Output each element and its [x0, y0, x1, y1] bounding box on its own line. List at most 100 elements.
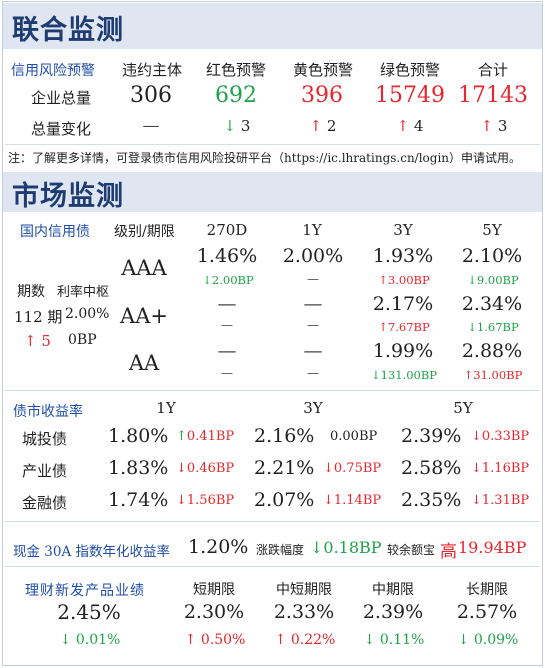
wealth-overall-value: 2.45% [57, 600, 121, 624]
aa-3y-value: 1.99% [372, 340, 434, 362]
aaa-3y-value: 1.93% [372, 245, 434, 267]
col-red-warning: 红色预警 [205, 61, 267, 79]
yield-tenor-1y: 1Y [156, 399, 176, 417]
wealth-short-mid-change: 0.22% [275, 632, 336, 648]
arrow-up-icon [275, 632, 287, 648]
tenor-3y: 3Y [393, 221, 413, 239]
wealth-product-label: 理财新发产品业绩 [25, 583, 145, 599]
change-total: 3 [481, 117, 508, 135]
arrow-up-icon [176, 429, 187, 444]
arrow-up-icon [464, 368, 474, 382]
yield-3y-change: 0.75BP [323, 461, 381, 476]
arrow-down-icon [224, 117, 237, 135]
arrow-up-icon [481, 117, 494, 135]
divider [5, 390, 540, 391]
section-header-band [3, 3, 542, 49]
yield-1y-change: 0.41BP [176, 429, 234, 444]
divider [5, 521, 540, 522]
wealth-overall-change: 0.01% [60, 632, 121, 648]
arrow-down-icon [364, 632, 376, 648]
yield-1y-value: 1.80% [108, 425, 169, 447]
rate-center-value: 2.00% [65, 306, 110, 322]
arrow-down-icon [60, 632, 72, 648]
yield-1y-change: 0.46BP [176, 461, 234, 476]
divider [5, 144, 540, 145]
aa-1y-value: — [303, 340, 323, 362]
yield-5y-value: 2.39% [401, 425, 462, 447]
wealth-short-change: 0.50% [185, 632, 246, 648]
aaplus-5y-change: 1.67BP [467, 320, 518, 334]
yield-5y-change: 1.16BP [471, 461, 529, 476]
compare-word: 高 [440, 542, 457, 562]
arrow-down-icon [310, 538, 323, 557]
arrow-up-icon [378, 320, 388, 334]
issue-count-change: 5 [24, 332, 51, 350]
aaplus-3y-value: 2.17% [372, 293, 434, 315]
cash-change-label: 涨跌幅度 [256, 543, 305, 557]
yield-row-name: 产业债 [22, 462, 68, 480]
domestic-credit-bond-label: 国内信用债 [20, 224, 90, 240]
issue-count-label: 期数 [17, 284, 45, 300]
total-yellow: 396 [301, 83, 343, 108]
term-short-mid: 中短期限 [276, 582, 332, 598]
yield-3y-value: 2.07% [254, 489, 315, 511]
wealth-mid-change: 0.11% [364, 632, 425, 648]
change-default: — [142, 116, 160, 136]
aaa-1y-change: — [307, 272, 319, 286]
total-all: 17143 [458, 83, 528, 108]
wealth-long-value: 2.57% [456, 601, 518, 623]
yield-tenor-5y: 5Y [453, 399, 473, 417]
total-default: 306 [130, 83, 172, 108]
grade-aa: AA [128, 351, 160, 375]
change-red: 3 [224, 117, 251, 135]
aa-3y-change: 131.00BP [371, 368, 437, 382]
rate-center-label: 利率中枢 [57, 285, 110, 300]
credit-risk-warning-label: 信用风险预警 [11, 63, 95, 79]
aaa-270d-value: 1.46% [196, 245, 258, 267]
arrow-down-icon [471, 461, 482, 476]
aaa-5y-value: 2.10% [461, 245, 523, 267]
aaa-270d-change: 2.00BP [202, 273, 253, 287]
section-title-market-monitoring: 市场监测 [12, 181, 124, 212]
yield-row-name: 城投债 [22, 430, 68, 448]
aa-5y-value: 2.88% [461, 340, 523, 362]
arrow-down-icon [176, 461, 187, 476]
total-label: 企业总量 [31, 89, 92, 107]
term-long: 长期限 [466, 582, 508, 598]
aaplus-1y-value: — [303, 293, 323, 315]
yield-5y-value: 2.58% [401, 457, 462, 479]
arrow-down-icon [323, 461, 334, 476]
col-default-entity: 违约主体 [121, 61, 183, 79]
yield-5y-change: 1.31BP [471, 493, 529, 508]
cash-change: 0.18BP [310, 538, 382, 557]
aaplus-270d-change: — [221, 318, 233, 332]
aa-270d-value: — [217, 340, 237, 362]
col-yellow-warning: 黄色预警 [292, 61, 354, 79]
aaa-5y-change: 9.00BP [467, 273, 518, 287]
arrow-down-icon [458, 632, 470, 648]
section-header-band [3, 172, 542, 212]
aaplus-5y-value: 2.34% [461, 293, 523, 315]
compare-label: 较余额宝 [387, 543, 436, 557]
yield-1y-value: 1.74% [108, 489, 169, 511]
yield-row-name: 金融债 [22, 494, 68, 512]
arrow-up-icon [24, 332, 37, 350]
yield-1y-change: 1.56BP [176, 493, 234, 508]
cash-30a-value: 1.20% [188, 536, 249, 558]
footnote: 注：了解更多详情，可登录债市信用风险投研平台（https://ic.lhrati… [8, 151, 522, 165]
aaplus-270d-value: — [217, 293, 237, 315]
total-green: 15749 [375, 83, 445, 108]
wealth-mid-value: 2.39% [362, 601, 424, 623]
grade-tenor-header: 级别/期限 [114, 224, 175, 240]
aaa-3y-change: 3.00BP [378, 273, 429, 287]
yield-3y-value: 2.21% [254, 457, 315, 479]
aaplus-3y-change: 7.67BP [378, 320, 429, 334]
tenor-1y: 1Y [302, 221, 322, 239]
section-title-joint-monitoring: 联合监测 [12, 15, 124, 46]
change-label: 总量变化 [31, 120, 92, 138]
arrow-up-icon [185, 632, 197, 648]
arrow-up-icon [397, 117, 410, 135]
wealth-short-mid-value: 2.33% [273, 601, 335, 623]
change-green: 4 [397, 117, 424, 135]
yield-tenor-3y: 3Y [303, 399, 323, 417]
